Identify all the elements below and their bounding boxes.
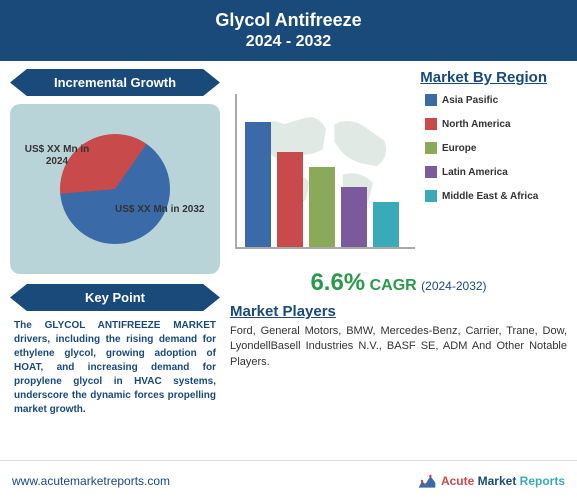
footer-logo: Acute Market Reports (417, 471, 565, 491)
incremental-ribbon: Incremental Growth (10, 69, 220, 96)
region-legend: Asia Pasific North America Europe Latin Ame… (425, 94, 538, 259)
legend-item: Middle East & Africa (425, 190, 538, 202)
bar-asia-pasific (245, 122, 271, 247)
footer: www.acutemarketreports.com Acute Market … (0, 460, 577, 500)
legend-item: North America (425, 118, 538, 130)
legend-label: Middle East & Africa (442, 191, 538, 202)
bar-north-america (277, 152, 303, 247)
legend-swatch (425, 118, 437, 130)
bar-latin-america (341, 187, 367, 247)
legend-label: Asia Pasific (442, 95, 498, 106)
bars-area (235, 94, 415, 249)
logo-icon (417, 471, 437, 491)
logo-text: Acute Market Reports (441, 474, 565, 488)
legend-item: Europe (425, 142, 538, 154)
bar-europe (309, 167, 335, 247)
cagr-label: CAGR (370, 277, 417, 294)
legend-item: Latin America (425, 166, 538, 178)
page-title: Glycol Antifreeze (0, 10, 577, 31)
right-column: Market By Region Asia Pasific North Ameri… (230, 69, 567, 459)
keypoint-box: Key Point The GLYCOL ANTIFREEZE MARKET d… (10, 284, 220, 425)
left-column: Incremental Growth US$ XX Mn in 2024 US$… (10, 69, 220, 459)
region-title: Market By Region (230, 69, 567, 86)
legend-label: Europe (442, 143, 476, 154)
keypoint-text: The GLYCOL ANTIFREEZE MARKET drivers, in… (10, 311, 220, 425)
pie-label-2024: US$ XX Mn in 2024 (22, 144, 92, 168)
page-range: 2024 - 2032 (0, 33, 577, 51)
cagr-block: 6.6% CAGR (2024-2032) (230, 269, 567, 297)
players-text: Ford, General Motors, BMW, Mercedes-Benz… (230, 324, 567, 370)
footer-url: www.acutemarketreports.com (12, 474, 170, 488)
header: Glycol Antifreeze 2024 - 2032 (0, 0, 577, 61)
legend-label: North America (442, 119, 511, 130)
legend-label: Latin America (442, 167, 508, 178)
players-title: Market Players (230, 303, 567, 320)
legend-swatch (425, 166, 437, 178)
legend-swatch (425, 94, 437, 106)
legend-swatch (425, 142, 437, 154)
cagr-range: (2024-2032) (421, 279, 486, 293)
legend-item: Asia Pasific (425, 94, 538, 106)
pie-label-2032: US$ XX Mn in 2032 (115, 204, 205, 216)
keypoint-ribbon: Key Point (10, 284, 220, 311)
pie-chart-box: US$ XX Mn in 2024 US$ XX Mn in 2032 (10, 104, 220, 274)
bar-middle-east-africa (373, 202, 399, 247)
region-chart: Asia Pasific North America Europe Latin Ame… (235, 94, 567, 259)
content: Incremental Growth US$ XX Mn in 2024 US$… (0, 61, 577, 459)
cagr-value: 6.6% (310, 269, 365, 296)
legend-swatch (425, 190, 437, 202)
